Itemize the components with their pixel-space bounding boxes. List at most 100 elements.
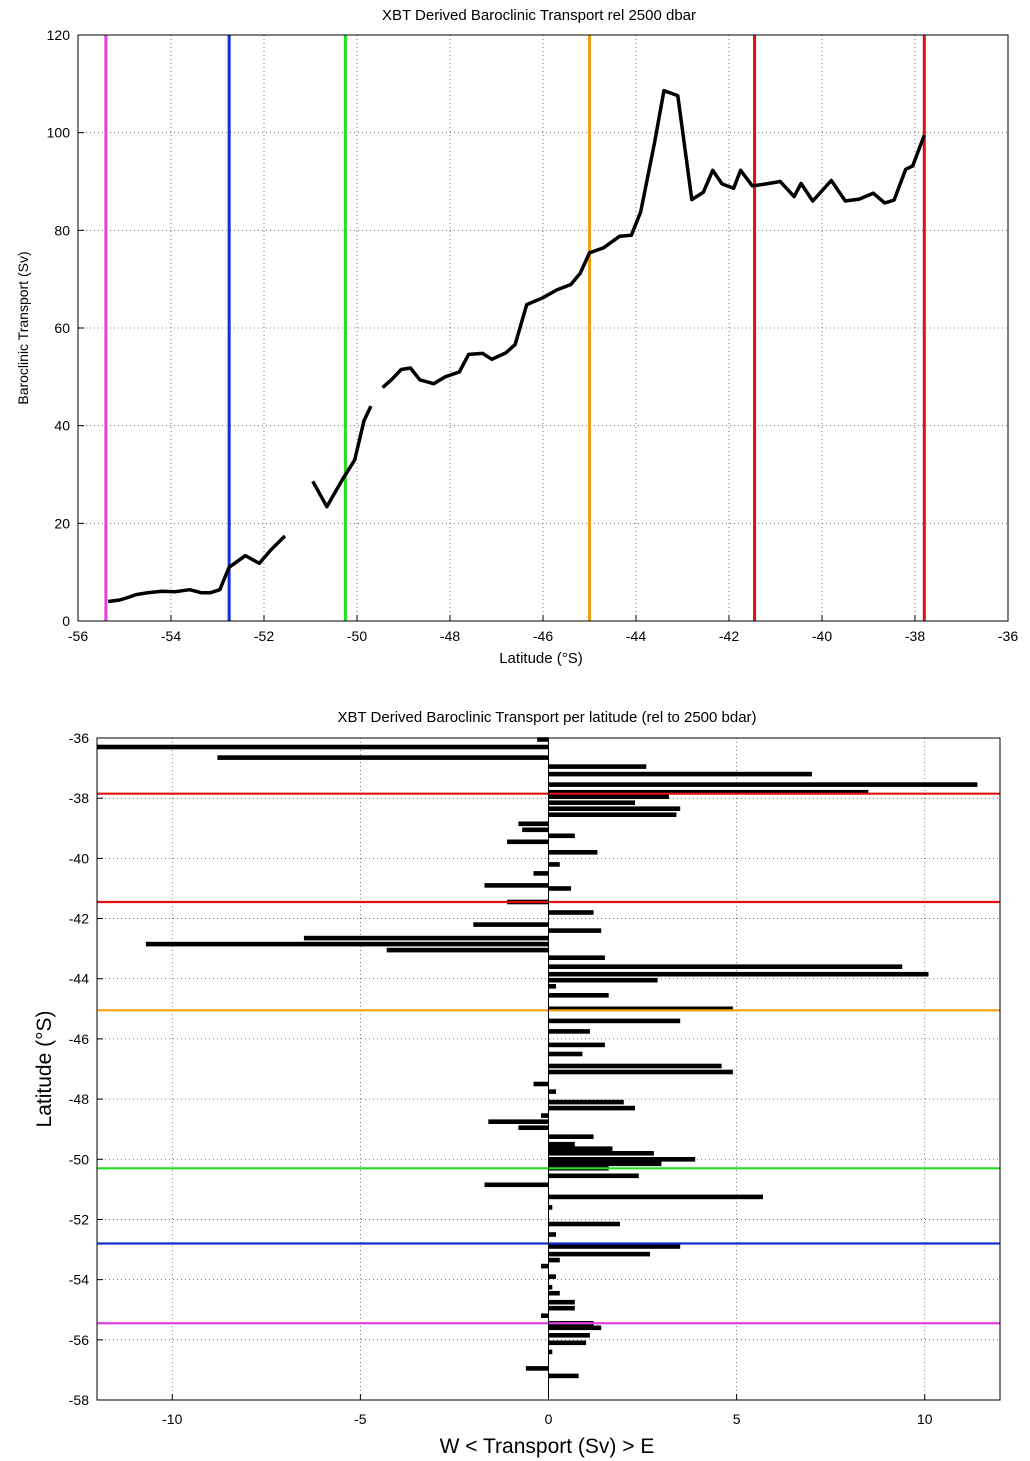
chart2-bar (548, 1373, 579, 1379)
chart2-x-tick-label: -5 (354, 1411, 367, 1427)
chart2-bar (548, 1251, 651, 1257)
chart2-bar (548, 977, 658, 983)
chart1-ticks: -56 -54 -52 -50 -48 -46 -44 -42 -40 -38 -36 0 20 40 60… (47, 27, 1019, 644)
chart2-y-axis-label: Latitude (°S) (33, 1011, 56, 1128)
chart2-bar (548, 850, 598, 855)
chart2-bar (548, 1299, 575, 1305)
chart1-x-tick-label: -42 (719, 628, 739, 644)
chart1-transport-line (381, 88, 926, 389)
chart2-bar (548, 1051, 583, 1057)
chart2-bar (548, 1134, 594, 1139)
chart2-bar (548, 1141, 575, 1147)
chart2-bar (548, 1018, 681, 1024)
chart2-bar (548, 886, 572, 891)
chart1-y-tick-label: 120 (47, 27, 71, 43)
chart2-y-tick-label: -54 (69, 1272, 89, 1288)
chart2-y-tick-label: -44 (69, 971, 89, 987)
chart2-bar (548, 1029, 590, 1034)
chart1-x-tick-label: -38 (905, 628, 925, 644)
chart1-y-tick-label: 40 (54, 418, 70, 434)
chart1-y-tick-label: 20 (54, 515, 70, 531)
chart2-bar (484, 883, 549, 888)
chart1-transport-line (107, 534, 287, 604)
chart2-bars (97, 737, 978, 1379)
chart2-bar (518, 1125, 549, 1130)
chart2-bar (548, 1244, 681, 1249)
chart2-bar (541, 1263, 549, 1269)
chart2-bar (548, 1151, 654, 1156)
chart1-y-tick-label: 100 (47, 125, 71, 141)
chart1-grid (78, 35, 1008, 621)
chart2-bar (548, 1105, 635, 1111)
chart1-x-axis-label: Latitude (°S) (499, 650, 583, 667)
chart2-title: XBT Derived Baroclinic Transport per lat… (337, 709, 756, 726)
chart2-y-tick-label: -46 (69, 1031, 89, 1047)
chart1-vertical-lines (104, 35, 926, 621)
chart2-bar (548, 812, 677, 817)
chart2-bar (548, 1257, 560, 1263)
chart2-bar (548, 1274, 556, 1279)
chart1-x-tick-label: -56 (68, 628, 88, 644)
chart1-series (107, 88, 926, 604)
chart2-bar (548, 1099, 624, 1105)
chart2-bar (303, 935, 549, 941)
chart-transport-vs-latitude: XBT Derived Baroclinic Transport rel 250… (15, 7, 1018, 667)
chart2-bar (548, 1290, 560, 1296)
chart2-bar (522, 827, 549, 833)
chart2-bar (473, 922, 549, 927)
chart2-bar (548, 1305, 575, 1311)
chart1-x-tick-label: -36 (998, 628, 1018, 644)
chart2-grid (97, 738, 1000, 1400)
chart2-bar (548, 1042, 605, 1048)
chart2-bar (548, 1284, 553, 1290)
chart2-bar (548, 1333, 590, 1338)
chart2-bar (548, 971, 929, 977)
chart2-bar (548, 1194, 763, 1200)
chart2-bar (548, 1069, 733, 1075)
chart2-bar (548, 862, 560, 867)
chart2-bar (548, 984, 556, 989)
chart2-bar (548, 1006, 733, 1012)
chart1-title: XBT Derived Baroclinic Transport rel 250… (382, 7, 696, 24)
chart2-bar (484, 1182, 549, 1188)
chart2-y-tick-label: -42 (69, 911, 89, 927)
chart2-bar (548, 955, 605, 960)
chart2-bar (548, 1146, 613, 1151)
chart1-x-tick-label: -44 (626, 628, 646, 644)
chart2-x-axis-label: W < Transport (Sv) > E (440, 1435, 655, 1458)
chart1-x-tick-label: -54 (161, 628, 181, 644)
chart2-bar (548, 1205, 553, 1210)
chart1-y-tick-label: 60 (54, 320, 70, 336)
chart1-y-axis-label: Baroclinic Transport (Sv) (15, 251, 31, 404)
chart2-bar (548, 771, 812, 777)
chart2-ticks: -10 -5 0 5 10-36-38-40-42-44-46-48-50-52-54-… (69, 730, 933, 1427)
chart1-x-tick-label: -40 (812, 628, 832, 644)
chart2-bar (548, 1157, 696, 1162)
chart-transport-per-latitude: XBT Derived Baroclinic Transport per lat… (33, 709, 1001, 1458)
chart1-y-tick-label: 0 (62, 613, 70, 629)
chart2-bar (548, 1232, 556, 1237)
chart2-bar (548, 789, 869, 795)
chart2-bar (548, 1221, 620, 1227)
chart1-x-tick-label: -52 (254, 628, 274, 644)
chart2-y-tick-label: -58 (69, 1392, 89, 1408)
chart2-bar (537, 737, 549, 742)
chart2-bar (548, 910, 594, 915)
chart2-bar (548, 800, 635, 805)
chart2-bar (548, 1161, 662, 1167)
chart1-x-tick-label: -50 (347, 628, 367, 644)
chart2-bar (525, 1366, 549, 1371)
chart2-bar (548, 764, 647, 769)
chart2-x-tick-label: 0 (545, 1411, 553, 1427)
chart1-transport-line (311, 405, 373, 509)
chart2-bar (548, 928, 602, 933)
chart2-y-tick-label: -48 (69, 1091, 89, 1107)
chart2-bar (533, 1081, 549, 1087)
chart2-bar (541, 1313, 549, 1318)
chart2-y-tick-label: -40 (69, 850, 89, 866)
chart2-y-tick-label: -50 (69, 1151, 89, 1167)
chart2-bar (217, 755, 549, 760)
chart2-bar (548, 1063, 722, 1069)
chart2-y-tick-label: -56 (69, 1332, 89, 1348)
